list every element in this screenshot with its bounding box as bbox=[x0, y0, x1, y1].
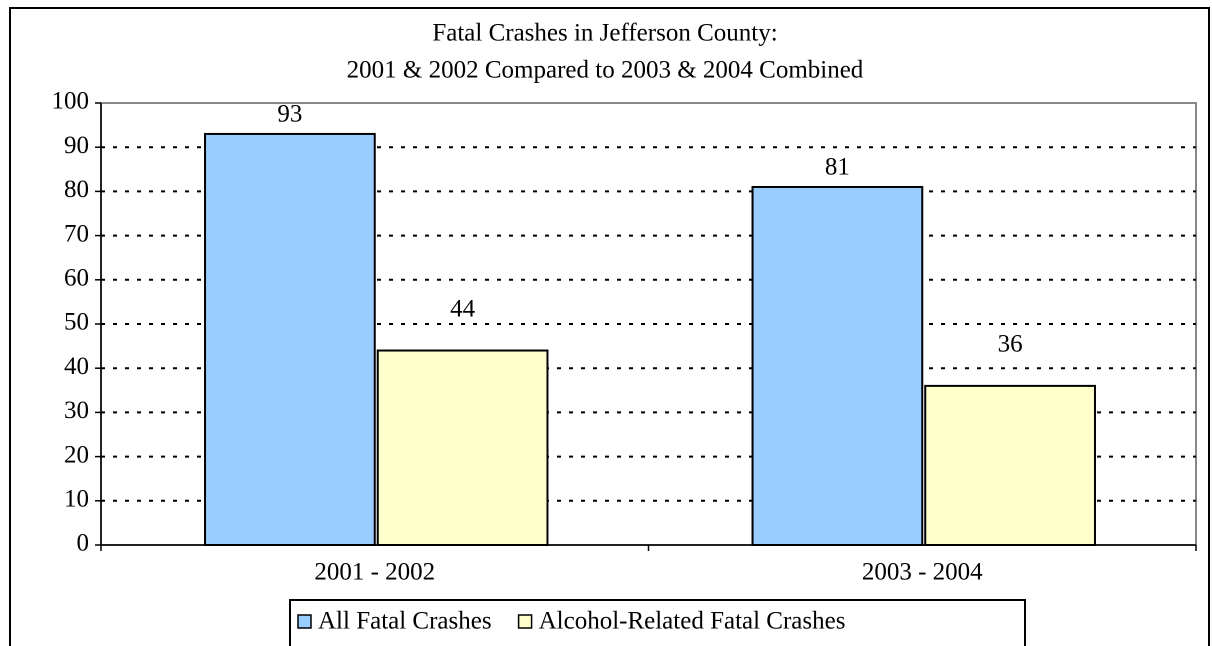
y-tick-label: 40 bbox=[64, 353, 89, 380]
legend-swatch bbox=[297, 614, 312, 629]
bar bbox=[376, 349, 549, 546]
y-tick-label: 90 bbox=[64, 132, 89, 159]
bar bbox=[751, 185, 924, 546]
y-tick-label: 0 bbox=[77, 530, 90, 557]
bar bbox=[924, 384, 1096, 546]
legend-swatch bbox=[517, 614, 533, 629]
y-tick-label: 20 bbox=[64, 441, 89, 468]
legend bbox=[289, 599, 1026, 646]
data-label: 93 bbox=[277, 101, 302, 128]
chart-subtitle: 2001 & 2002 Compared to 2003 & 2004 Comb… bbox=[347, 57, 864, 84]
x-tick-label: 2003 - 2004 bbox=[862, 559, 983, 586]
legend-label: Alcohol-Related Fatal Crashes bbox=[539, 608, 846, 635]
x-tick-label: 2001 - 2002 bbox=[314, 559, 435, 586]
data-label: 44 bbox=[450, 295, 476, 322]
chart-title: Fatal Crashes in Jefferson County: bbox=[432, 20, 777, 47]
y-tick-label: 10 bbox=[64, 486, 89, 513]
y-tick-label: 30 bbox=[64, 397, 89, 424]
y-tick-label: 80 bbox=[64, 176, 89, 203]
legend-label: All Fatal Crashes bbox=[318, 608, 492, 635]
y-tick-label: 100 bbox=[52, 88, 90, 115]
data-label: 81 bbox=[825, 154, 850, 181]
data-label: 36 bbox=[998, 331, 1023, 358]
y-tick-label: 70 bbox=[64, 220, 89, 247]
bar bbox=[204, 132, 376, 546]
y-tick-label: 50 bbox=[64, 309, 89, 336]
y-tick-label: 60 bbox=[64, 265, 89, 292]
